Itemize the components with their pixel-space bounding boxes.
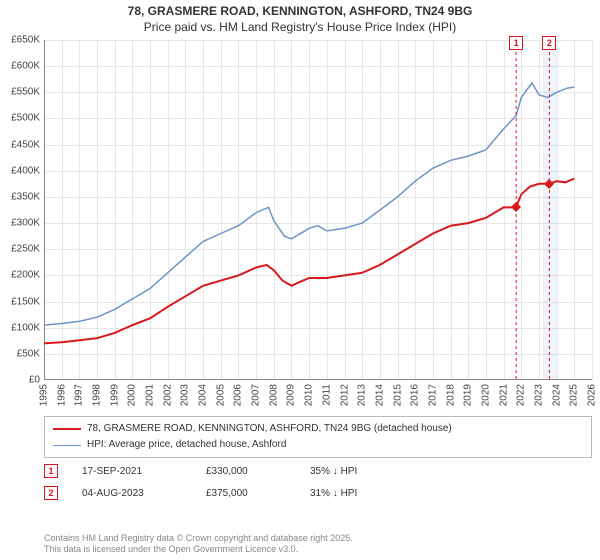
chart-area: 12 £0 £50K £100K £150K £200K £250K £300K £350K £…: [0, 40, 600, 410]
x-tick-label: 2009: [286, 384, 297, 406]
title-line2: Price paid vs. HM Land Registry's House …: [0, 20, 600, 36]
chart-title: 78, GRASMERE ROAD, KENNINGTON, ASHFORD, …: [0, 0, 600, 35]
legend-swatch: [53, 445, 81, 446]
event-date: 17-SEP-2021: [82, 466, 182, 477]
y-tick-label: £400K: [0, 165, 40, 176]
plot-area: 12: [44, 40, 592, 380]
legend-item: 78, GRASMERE ROAD, KENNINGTON, ASHFORD, …: [53, 421, 583, 437]
y-tick-label: £350K: [0, 191, 40, 202]
event-row: 2 04-AUG-2023 £375,000 31% ↓ HPI: [44, 482, 592, 504]
title-line1: 78, GRASMERE ROAD, KENNINGTON, ASHFORD, …: [0, 4, 600, 20]
x-tick-label: 2002: [162, 384, 173, 406]
x-tick-label: 2017: [427, 384, 438, 406]
x-tick-label: 2020: [480, 384, 491, 406]
x-tick-label: 2023: [533, 384, 544, 406]
y-tick-label: £450K: [0, 139, 40, 150]
series-price_paid: [44, 179, 574, 344]
footer-line2: This data is licensed under the Open Gov…: [44, 544, 353, 556]
event-row-marker: 1: [44, 464, 58, 478]
x-tick-label: 2014: [374, 384, 385, 406]
x-tick-label: 2012: [339, 384, 350, 406]
legend-box: 78, GRASMERE ROAD, KENNINGTON, ASHFORD, …: [44, 416, 592, 458]
event-date: 04-AUG-2023: [82, 488, 182, 499]
legend-swatch: [53, 428, 81, 430]
x-tick-label: 2022: [516, 384, 527, 406]
x-tick-label: 2006: [233, 384, 244, 406]
footer-line1: Contains HM Land Registry data © Crown c…: [44, 533, 353, 545]
gridline-v: [592, 40, 593, 380]
x-tick-label: 1998: [92, 384, 103, 406]
x-tick-label: 2011: [321, 384, 332, 406]
x-tick-label: 1995: [39, 384, 50, 406]
event-price: £330,000: [206, 466, 286, 477]
event-row-marker: 2: [44, 486, 58, 500]
legend-item: HPI: Average price, detached house, Ashf…: [53, 437, 583, 453]
x-tick-label: 2019: [463, 384, 474, 406]
event-row: 1 17-SEP-2021 £330,000 35% ↓ HPI: [44, 460, 592, 482]
y-tick-label: £650K: [0, 35, 40, 46]
chart-container: 78, GRASMERE ROAD, KENNINGTON, ASHFORD, …: [0, 0, 600, 560]
event-delta: 31% ↓ HPI: [310, 488, 357, 499]
x-tick-label: 2025: [569, 384, 580, 406]
footer-attribution: Contains HM Land Registry data © Crown c…: [44, 533, 353, 556]
x-tick-label: 1996: [56, 384, 67, 406]
y-tick-label: £150K: [0, 296, 40, 307]
x-tick-label: 2015: [392, 384, 403, 406]
y-tick-label: £100K: [0, 322, 40, 333]
legend-label: HPI: Average price, detached house, Ashf…: [87, 437, 286, 453]
chart-lines: [44, 40, 592, 380]
x-tick-label: 2010: [304, 384, 315, 406]
y-tick-label: £50K: [0, 348, 40, 359]
event-marker-1: 1: [509, 36, 523, 50]
x-tick-label: 2026: [587, 384, 598, 406]
event-delta: 35% ↓ HPI: [310, 466, 357, 477]
x-tick-label: 1999: [109, 384, 120, 406]
y-tick-label: £200K: [0, 270, 40, 281]
event-marker-2: 2: [542, 36, 556, 50]
x-tick-label: 2008: [268, 384, 279, 406]
events-table: 1 17-SEP-2021 £330,000 35% ↓ HPI 2 04-AUG-202…: [44, 460, 592, 504]
y-tick-label: £250K: [0, 244, 40, 255]
x-tick-label: 2007: [251, 384, 262, 406]
x-tick-label: 2004: [198, 384, 209, 406]
x-tick-label: 2021: [498, 384, 509, 406]
x-tick-label: 2024: [551, 384, 562, 406]
y-tick-label: £550K: [0, 87, 40, 98]
x-tick-label: 2005: [215, 384, 226, 406]
x-tick-label: 2013: [357, 384, 368, 406]
x-tick-label: 2003: [180, 384, 191, 406]
x-tick-label: 2000: [127, 384, 138, 406]
x-tick-label: 2001: [145, 384, 156, 406]
event-price: £375,000: [206, 488, 286, 499]
x-tick-label: 1997: [74, 384, 85, 406]
y-tick-label: £0: [0, 375, 40, 386]
y-tick-label: £500K: [0, 113, 40, 124]
series-hpi: [44, 83, 574, 325]
y-tick-label: £300K: [0, 218, 40, 229]
legend-label: 78, GRASMERE ROAD, KENNINGTON, ASHFORD, …: [87, 421, 452, 437]
x-tick-label: 2018: [445, 384, 456, 406]
y-tick-label: £600K: [0, 61, 40, 72]
x-tick-label: 2016: [410, 384, 421, 406]
